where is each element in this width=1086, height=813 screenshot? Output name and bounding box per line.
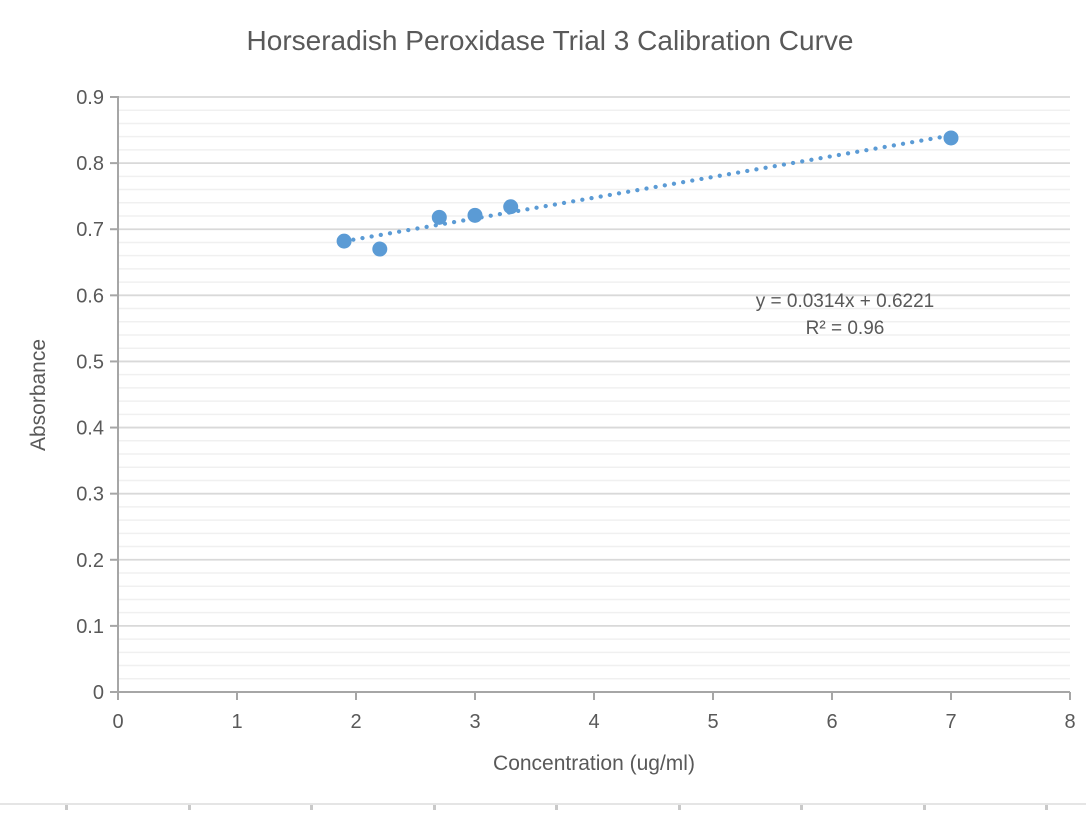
worksheet-column-tick [678,805,681,810]
y-tick-label: 0.4 [76,418,104,440]
data-point[interactable] [431,209,447,225]
worksheet-column-tick [555,805,558,810]
x-tick-label: 6 [826,711,837,733]
x-tick-label: 3 [469,711,480,733]
y-axis-title[interactable]: Absorbance [27,339,50,451]
x-tick-label: 2 [350,711,361,733]
y-tick-label: 0.3 [76,484,104,506]
scatter-series[interactable] [336,130,959,257]
data-point[interactable] [467,207,483,223]
data-point[interactable] [943,130,959,146]
x-tick-label: 8 [1064,711,1075,733]
trendline-r-squared-label[interactable]: R² = 0.96 [806,318,885,339]
axis-lines [117,96,1070,693]
x-tick-label: 1 [231,711,242,733]
y-tick-label: 0.6 [76,285,104,307]
x-tick-label: 5 [707,711,718,733]
y-tick-label: 0.9 [76,87,104,109]
worksheet-column-tick [188,805,191,810]
y-tick-label: 0.5 [76,351,104,373]
worksheet-column-tick [65,805,68,810]
worksheet-column-tick [1045,805,1048,810]
y-tick-label: 0.8 [76,153,104,175]
x-tick-label: 4 [588,711,599,733]
data-point[interactable] [503,199,519,215]
y-tick-label: 0.1 [76,616,104,638]
x-axis-title[interactable]: Concentration (ug/ml) [493,752,695,775]
worksheet-column-tick [800,805,803,810]
x-tick-label: 7 [945,711,956,733]
worksheet-column-tick [433,805,436,810]
y-tick-label: 0 [93,682,104,704]
trendline-equation-label[interactable]: y = 0.0314x + 0.6221 [756,291,935,312]
major-gridlines [118,96,1070,627]
chart-title[interactable]: Horseradish Peroxidase Trial 3 Calibrati… [247,25,854,56]
worksheet-column-tick [923,805,926,810]
minor-gridlines [118,109,1070,680]
x-tick-label: 0 [112,711,123,733]
trendline-dotted[interactable] [342,133,954,244]
worksheet-column-tick [310,805,313,810]
data-point[interactable] [372,241,388,257]
x-axis-tick-labels: 0 1 2 3 4 5 6 7 8 [112,711,1075,733]
y-tick-label: 0.2 [76,550,104,572]
y-axis-tick-labels: 0 0.1 0.2 0.3 0.4 0.5 0.6 0.7 0.8 0.9 [76,87,104,704]
y-tick-label: 0.7 [76,219,104,241]
trendline[interactable] [342,133,954,244]
data-point[interactable] [336,233,352,249]
worksheet-edge-strip [0,803,1086,813]
axis-tick-marks [110,96,1071,700]
